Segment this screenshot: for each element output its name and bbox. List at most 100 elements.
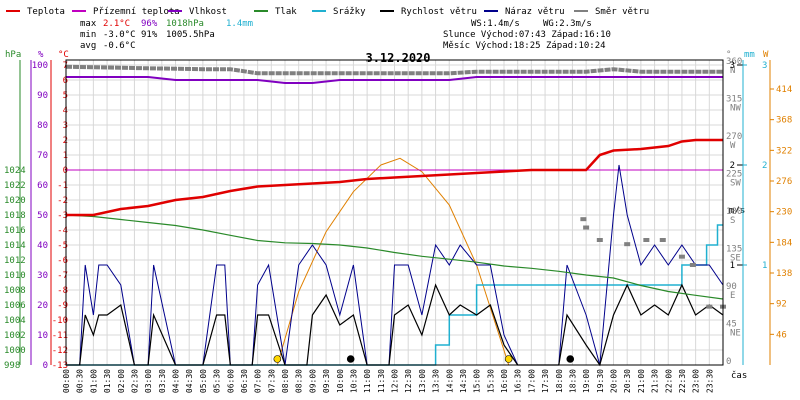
x-tick-label: 03:00: [144, 369, 153, 393]
rain-line: [66, 224, 723, 366]
w-tick-label: 230: [776, 208, 792, 218]
moonrise-marker: [566, 355, 575, 363]
x-tick-label: 14:30: [459, 369, 468, 393]
pct-tick-label: 60: [37, 181, 48, 191]
w-tick-label: 138: [776, 269, 792, 279]
hpa-tick-label: 1006: [4, 301, 26, 311]
hpa-tick-label: 1022: [4, 181, 26, 191]
wind-direction-point: [596, 238, 603, 242]
c-tick-label: -12: [52, 346, 68, 356]
unit-c: °C: [58, 50, 69, 60]
x-tick-label: 22:30: [678, 369, 687, 393]
dir-tick-degree: 315: [726, 95, 742, 105]
x-tick-label: 10:30: [349, 369, 358, 393]
dir-tick-degree: 45: [726, 320, 737, 330]
c-tick-label: -9: [57, 301, 68, 311]
hpa-tick-label: 1004: [4, 316, 26, 326]
c-tick-label: -5: [57, 241, 68, 251]
w-tick-label: 184: [776, 238, 792, 248]
stats-sun: Slunce Východ:07:43 Západ:16:10: [443, 30, 611, 40]
x-tick-label: 23:00: [692, 369, 701, 393]
x-tick-label: 08:30: [295, 369, 304, 393]
c-tick-label: 7: [63, 61, 68, 71]
wind-direction-point: [689, 263, 696, 267]
mm-tick-label: 1: [762, 261, 767, 271]
unit-mm: mm: [744, 50, 755, 60]
x-tick-label: 04:30: [185, 369, 194, 393]
c-tick-label: -7: [57, 271, 68, 281]
hpa-tick-label: 1002: [4, 331, 26, 341]
c-tick-label: 2: [63, 136, 68, 146]
wind-direction-point: [580, 217, 587, 222]
x-tick-label: 19:30: [596, 369, 605, 393]
x-tick-label: 07:30: [267, 369, 276, 393]
x-tick-label: 20:00: [610, 369, 619, 393]
x-tick-label: 11:30: [377, 369, 386, 393]
x-tick-label: 15:30: [486, 369, 495, 393]
pct-tick-label: 30: [37, 271, 48, 281]
stats-min-hum: 91%: [141, 30, 158, 40]
x-tick-label: 18:00: [555, 369, 564, 393]
hpa-tick-label: 998: [4, 361, 20, 371]
sunset-marker: [504, 355, 513, 363]
c-tick-label: -13: [52, 361, 68, 371]
x-tick-label: 00:00: [62, 369, 71, 393]
unit-hpa: hPa: [5, 50, 21, 60]
x-tick-label: 04:00: [172, 369, 181, 393]
x-tick-label: 15:00: [473, 369, 482, 393]
c-tick-label: -10: [52, 316, 68, 326]
stats-max-hum: 96%: [141, 19, 158, 29]
w-tick-label: 276: [776, 177, 792, 187]
c-tick-label: 4: [63, 106, 68, 116]
x-tick-label: 10:00: [336, 369, 345, 393]
pct-tick-label: 20: [37, 301, 48, 311]
c-tick-label: -1: [57, 181, 68, 191]
c-tick-label: 1: [63, 151, 68, 161]
left-axes: 9981000100210041006100810101012101410161…: [4, 60, 68, 371]
x-tick-label: 17:00: [527, 369, 536, 393]
stats-min-label: min: [80, 30, 96, 40]
x-tick-label: 21:00: [637, 369, 646, 393]
stats-moon: Měsíc Východ:18:25 Západ:10:24: [443, 41, 606, 51]
stats-max-temp: 2.1°C: [103, 19, 130, 29]
stats-min-temp: -3.0°C: [103, 30, 136, 40]
pct-tick-label: 80: [37, 121, 48, 131]
legend: Teplota Přízemní teplota Vlhkost Tlak Sr…: [6, 7, 649, 17]
pct-tick-label: 90: [37, 91, 48, 101]
unit-deg: °: [726, 50, 731, 60]
pct-tick-label: 10: [37, 331, 48, 341]
unit-pct: %: [38, 50, 44, 60]
dir-tick-compass: W: [730, 141, 736, 151]
hpa-tick-label: 1008: [4, 286, 26, 296]
hpa-tick-label: 1012: [4, 256, 26, 266]
x-tick-label: 13:00: [418, 369, 427, 393]
dir-tick-degree: 0: [726, 357, 731, 367]
moonset-marker: [346, 355, 355, 363]
dir-tick-degree: 90: [726, 282, 737, 292]
c-tick-label: -4: [57, 226, 68, 236]
wind-direction-line: [65, 64, 723, 76]
legend-prizemni-teplota: Přízemní teplota: [93, 7, 180, 17]
legend-smer-vetru: Směr větru: [595, 7, 649, 17]
stats-avg-label: avg: [80, 41, 96, 51]
x-tick-label: 00:30: [76, 369, 85, 393]
humidity-line: [66, 76, 723, 84]
pct-tick-label: 70: [37, 151, 48, 161]
x-axis: 00:00 00:30 01:00 01:30 02:00 02:30 03:00 03:30…: [62, 369, 714, 393]
w-tick-label: 92: [776, 300, 787, 310]
pct-tick-label: 40: [37, 241, 48, 251]
hpa-tick-label: 1014: [4, 241, 26, 251]
dir-tick-degree: 270: [726, 132, 742, 142]
w-tick-label: 414: [776, 85, 792, 95]
dir-tick-degree: 180: [726, 207, 742, 217]
x-tick-label: 16:30: [514, 369, 523, 393]
x-tick-label: 12:00: [391, 369, 400, 393]
legend-srazky: Srážky: [333, 7, 366, 17]
c-tick-label: 5: [63, 91, 68, 101]
legend-tlak: Tlak: [275, 7, 297, 17]
mm-tick-label: 3: [762, 61, 767, 71]
c-tick-label: -8: [57, 286, 68, 296]
wind-direction-point: [643, 238, 650, 242]
legend-vlhkost: Vlhkost: [189, 7, 227, 17]
x-tick-label: 22:00: [664, 369, 673, 393]
